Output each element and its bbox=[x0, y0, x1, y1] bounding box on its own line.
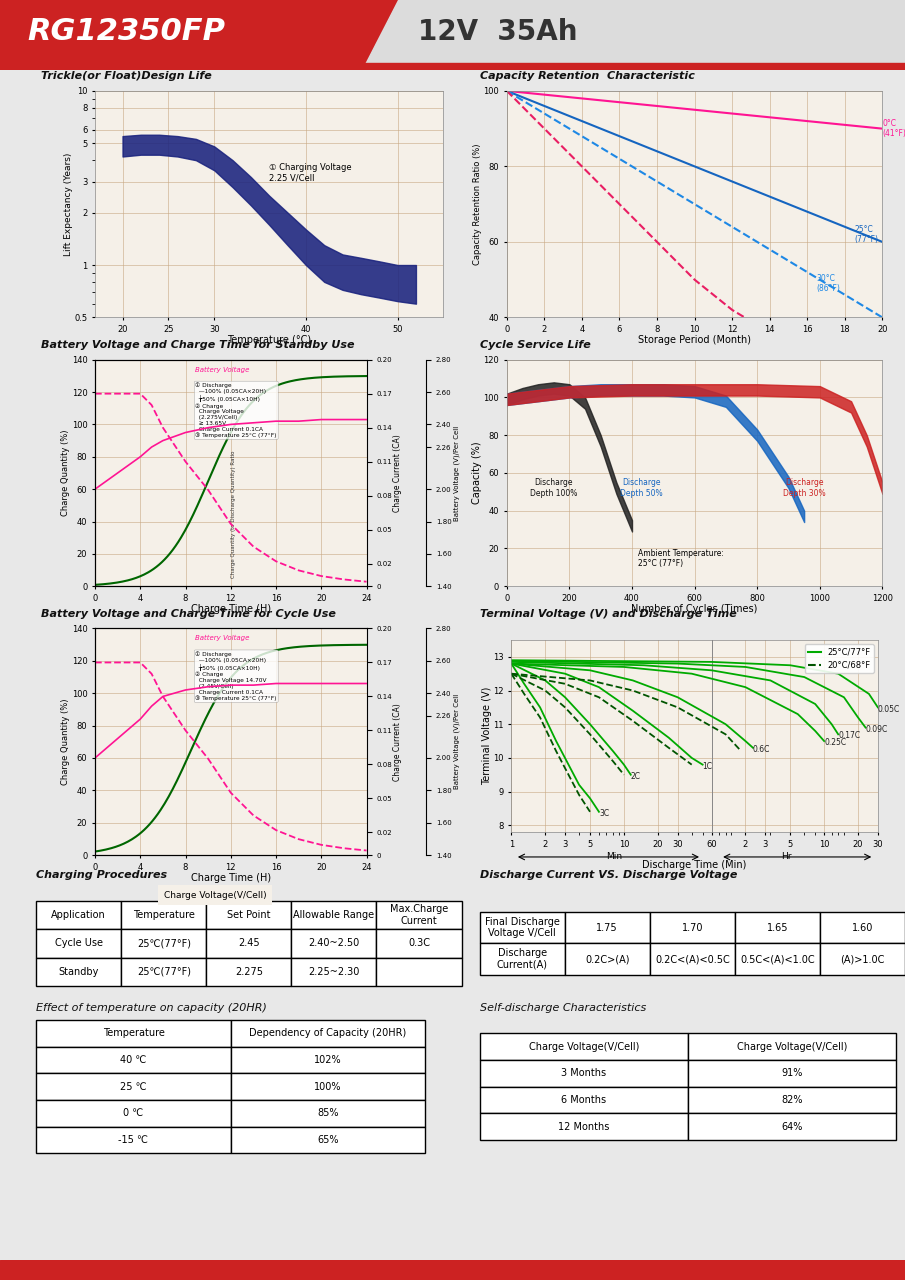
Text: RG12350FP: RG12350FP bbox=[27, 17, 225, 46]
X-axis label: Charge Time (H): Charge Time (H) bbox=[191, 873, 271, 883]
Text: 25°C
(77°F): 25°C (77°F) bbox=[854, 225, 878, 244]
X-axis label: Temperature (°C): Temperature (°C) bbox=[227, 335, 311, 346]
Text: 12V  35Ah: 12V 35Ah bbox=[418, 18, 577, 46]
Text: Discharge Current VS. Discharge Voltage: Discharge Current VS. Discharge Voltage bbox=[480, 870, 737, 881]
Text: Discharge
Depth 100%: Discharge Depth 100% bbox=[530, 479, 577, 498]
Text: Ambient Temperature:
25°C (77°F): Ambient Temperature: 25°C (77°F) bbox=[638, 549, 724, 568]
Y-axis label: Capacity Retention Ratio (%): Capacity Retention Ratio (%) bbox=[473, 143, 482, 265]
Text: Trickle(or Float)Design Life: Trickle(or Float)Design Life bbox=[41, 72, 212, 82]
Y-axis label: Battery Voltage (V)/Per Cell: Battery Voltage (V)/Per Cell bbox=[453, 425, 460, 521]
Text: Battery Voltage: Battery Voltage bbox=[195, 635, 250, 641]
Text: ① Charging Voltage
2.25 V/Cell: ① Charging Voltage 2.25 V/Cell bbox=[270, 164, 352, 183]
Y-axis label: Charge Current (CA): Charge Current (CA) bbox=[394, 703, 403, 781]
Text: 0.6C: 0.6C bbox=[753, 745, 770, 754]
X-axis label: Number of Cycles (Times): Number of Cycles (Times) bbox=[632, 604, 757, 614]
Polygon shape bbox=[0, 1260, 905, 1280]
Text: 0.09C: 0.09C bbox=[865, 724, 888, 733]
Text: 3C: 3C bbox=[599, 809, 609, 818]
X-axis label: Storage Period (Month): Storage Period (Month) bbox=[638, 335, 751, 346]
Text: 30°C
(86°F): 30°C (86°F) bbox=[816, 274, 841, 293]
Text: Terminal Voltage (V) and Discharge Time: Terminal Voltage (V) and Discharge Time bbox=[480, 609, 737, 620]
Text: Capacity Retention  Characteristic: Capacity Retention Characteristic bbox=[480, 72, 694, 82]
Legend: 25°C/77°F, 20°C/68°F: 25°C/77°F, 20°C/68°F bbox=[805, 644, 873, 673]
Text: Charging Procedures: Charging Procedures bbox=[36, 870, 167, 881]
Y-axis label: Charge Current (CA): Charge Current (CA) bbox=[394, 434, 403, 512]
Y-axis label: Lift Expectancy (Years): Lift Expectancy (Years) bbox=[64, 152, 73, 256]
Y-axis label: Capacity (%): Capacity (%) bbox=[472, 442, 482, 504]
Text: Self-discharge Characteristics: Self-discharge Characteristics bbox=[480, 1004, 646, 1014]
Text: ① Discharge
  —100% (0.05CA×20H)
  ╆50% (0.05CA×10H)
② Charge
  Charge Voltage 1: ① Discharge —100% (0.05CA×20H) ╆50% (0.0… bbox=[195, 652, 277, 701]
Text: Min: Min bbox=[605, 852, 622, 861]
Text: 0.05C: 0.05C bbox=[878, 704, 900, 713]
Text: Charge Quantity (to Discharge Quantity) Ratio: Charge Quantity (to Discharge Quantity) … bbox=[231, 451, 236, 577]
Text: ① Discharge
  —100% (0.05CA×20H)
  ╆50% (0.05CA×10H)
② Charge
  Charge Voltage
 : ① Discharge —100% (0.05CA×20H) ╆50% (0.0… bbox=[195, 383, 277, 438]
Text: Battery Voltage and Charge Time for Standby Use: Battery Voltage and Charge Time for Stan… bbox=[41, 340, 354, 351]
Text: 1C: 1C bbox=[702, 762, 712, 771]
Y-axis label: Charge Quantity (%): Charge Quantity (%) bbox=[62, 430, 71, 516]
Text: Discharge
Depth 30%: Discharge Depth 30% bbox=[783, 479, 825, 498]
X-axis label: Charge Time (H): Charge Time (H) bbox=[191, 604, 271, 614]
Text: Cycle Service Life: Cycle Service Life bbox=[480, 340, 590, 351]
Y-axis label: Battery Voltage (V)/Per Cell: Battery Voltage (V)/Per Cell bbox=[453, 694, 460, 790]
Text: 2C: 2C bbox=[631, 772, 641, 781]
Polygon shape bbox=[362, 0, 905, 70]
Text: Battery Voltage: Battery Voltage bbox=[195, 366, 250, 372]
Text: Discharge
Depth 50%: Discharge Depth 50% bbox=[620, 479, 662, 498]
Text: 0.25C: 0.25C bbox=[824, 739, 846, 748]
X-axis label: Discharge Time (Min): Discharge Time (Min) bbox=[643, 860, 747, 869]
Text: 0°C
(41°F): 0°C (41°F) bbox=[882, 119, 905, 138]
Y-axis label: Charge Quantity (%): Charge Quantity (%) bbox=[62, 699, 71, 785]
Text: Effect of temperature on capacity (20HR): Effect of temperature on capacity (20HR) bbox=[36, 1004, 267, 1014]
Polygon shape bbox=[0, 0, 398, 70]
Text: Battery Voltage and Charge Time for Cycle Use: Battery Voltage and Charge Time for Cycl… bbox=[41, 609, 336, 620]
Y-axis label: Terminal Voltage (V): Terminal Voltage (V) bbox=[481, 687, 491, 785]
Text: Charge Voltage(V/Cell): Charge Voltage(V/Cell) bbox=[164, 891, 266, 900]
Polygon shape bbox=[0, 64, 905, 70]
Text: Hr: Hr bbox=[781, 852, 792, 861]
Text: 0.17C: 0.17C bbox=[838, 731, 861, 741]
